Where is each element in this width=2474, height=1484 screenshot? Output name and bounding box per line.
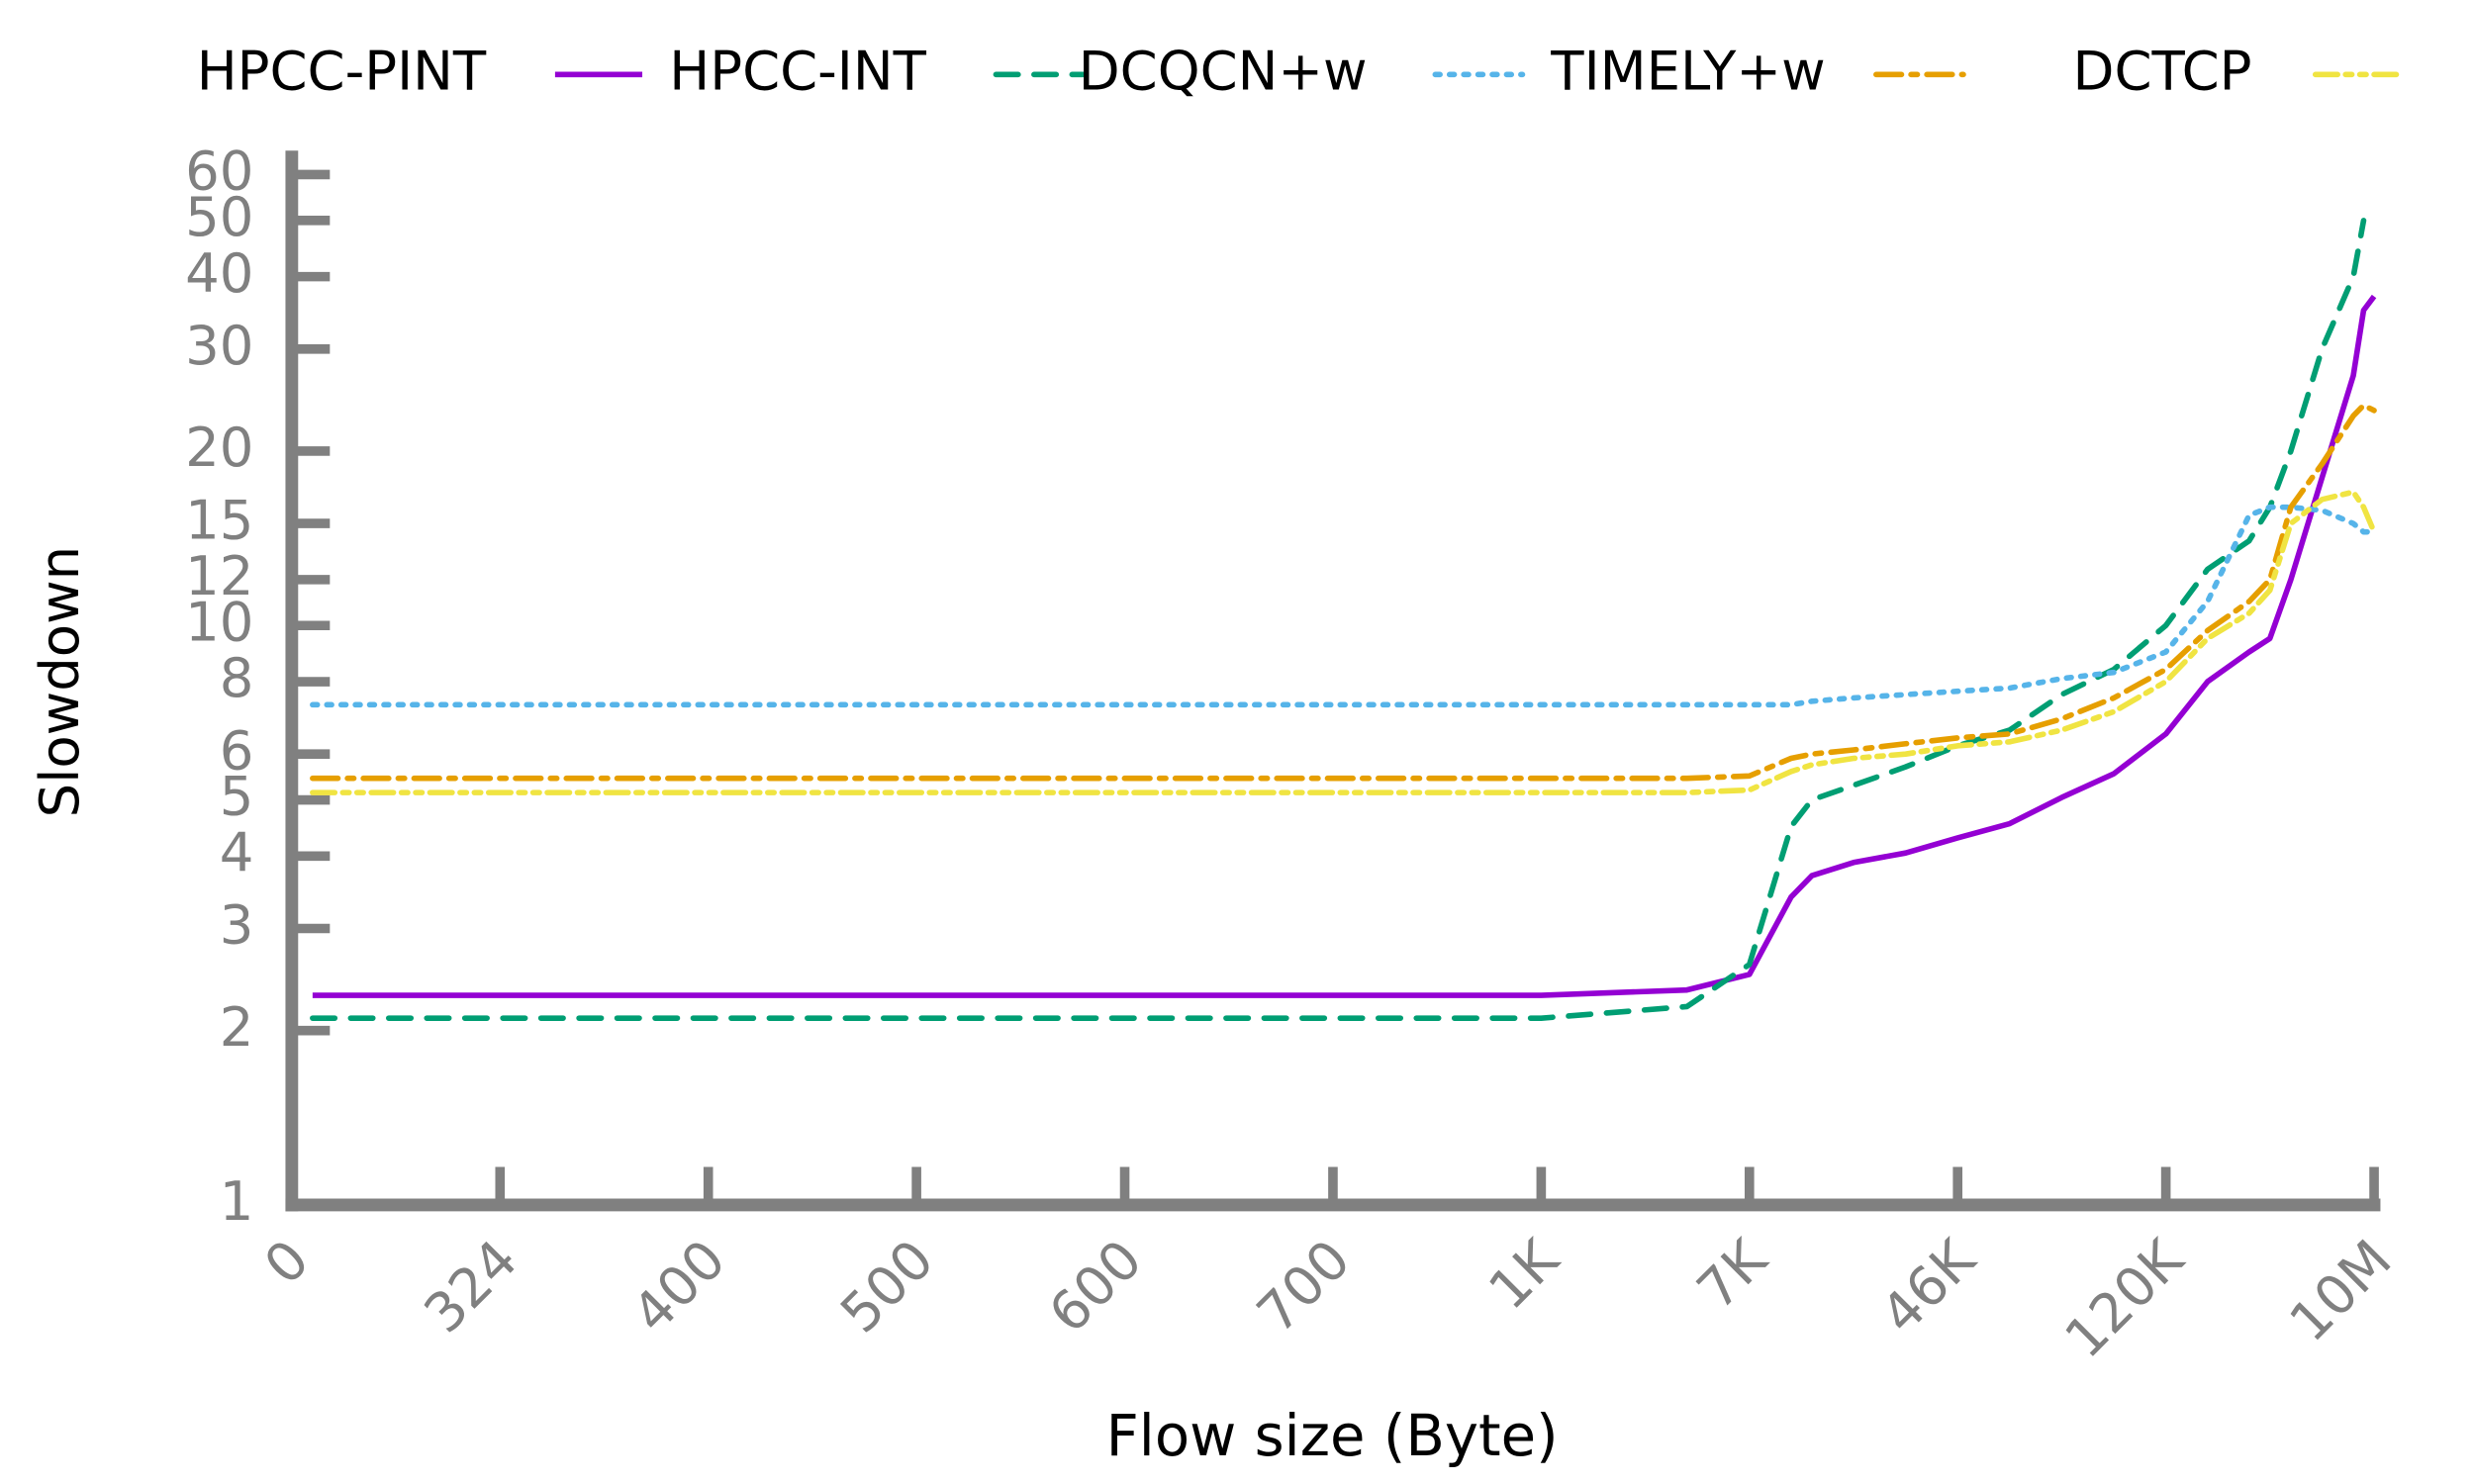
x-tick-label: 10M xyxy=(2277,1228,2404,1354)
x-tick-label: 700 xyxy=(1245,1228,1363,1345)
y-tick-label: 5 xyxy=(220,765,254,828)
y-tick-label: 15 xyxy=(185,488,253,551)
y-tick-label: 30 xyxy=(185,314,253,377)
legend-label: HPCC-PINT xyxy=(197,39,487,102)
series-line xyxy=(310,218,2367,1021)
series-line xyxy=(312,294,2377,998)
series-line xyxy=(310,402,2377,782)
y-tick-label: 12 xyxy=(185,544,253,607)
y-tick-label: 10 xyxy=(185,590,253,653)
legend-label: TIMELY+w xyxy=(1550,39,1825,102)
x-tick-label: 500 xyxy=(828,1228,946,1345)
x-axis-title: Flow size (Byte) xyxy=(1106,1402,1559,1469)
x-tick-label: 46K xyxy=(1868,1227,1987,1345)
y-axis-title: Slowdown xyxy=(28,546,91,818)
legend-label: DCTCP xyxy=(2073,39,2252,102)
x-tick-label: 0 xyxy=(252,1228,322,1297)
y-tick-label: 6 xyxy=(220,718,254,782)
y-tick-label: 2 xyxy=(220,995,254,1059)
y-tick-label: 60 xyxy=(185,139,253,203)
series-line xyxy=(310,489,2377,795)
series-line xyxy=(310,504,2377,708)
legend-label: HPCC-INT xyxy=(669,39,926,102)
y-tick-label: 4 xyxy=(220,820,254,883)
x-tick-label: 324 xyxy=(412,1228,529,1345)
x-tick-label: 400 xyxy=(619,1228,737,1345)
x-tick-label: 600 xyxy=(1036,1228,1154,1345)
y-tick-label: 8 xyxy=(220,646,254,709)
y-tick-label: 50 xyxy=(185,185,253,248)
y-tick-label: 40 xyxy=(185,241,253,305)
legend-label: DCQCN+w xyxy=(1079,39,1368,102)
y-tick-label: 3 xyxy=(220,893,254,957)
x-tick-label: 7K xyxy=(1684,1227,1779,1322)
x-tick-label: 1K xyxy=(1476,1227,1571,1322)
y-tick-label: 20 xyxy=(185,416,253,479)
y-tick-label: 1 xyxy=(220,1169,254,1233)
x-tick-label: 120K xyxy=(2052,1227,2196,1370)
